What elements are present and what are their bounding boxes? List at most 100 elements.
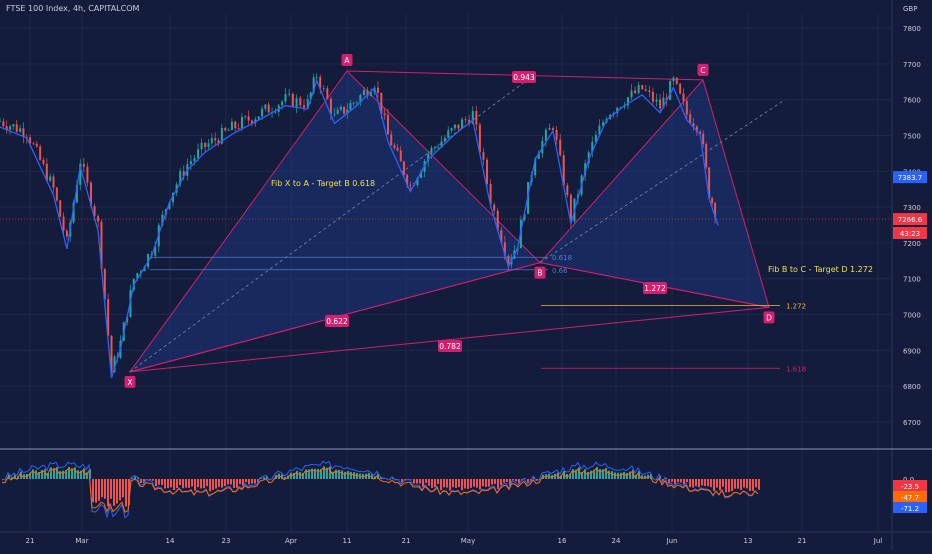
macd-histogram-bar [527, 479, 529, 483]
candle-body [190, 161, 192, 164]
macd-histogram-bar [173, 479, 175, 490]
macd-histogram-bar [752, 479, 754, 491]
macd-histogram-bar [92, 479, 94, 502]
annotation-1: Fib B to C - Target D 1.272 [768, 265, 873, 274]
annotation-0: Fib X to A - Target B 0.618 [271, 179, 375, 188]
candle-body [493, 205, 495, 211]
macd-histogram-bar [215, 479, 217, 489]
macd-histogram-bar [290, 473, 292, 479]
price-tick-11: 6700 [903, 419, 921, 427]
macd-histogram-bar [716, 479, 718, 487]
macd-histogram-bar [125, 479, 127, 506]
candle-body [457, 125, 459, 129]
macd-histogram-bar [158, 479, 160, 485]
macd-histogram-bar [32, 469, 34, 479]
macd-histogram-bar [428, 479, 430, 486]
macd-histogram-bar [680, 479, 682, 482]
macd-histogram-bar [755, 479, 757, 487]
candle-body [288, 94, 290, 95]
ratio-label-0-943: 0.943 [513, 73, 535, 82]
macd-histogram-bar [350, 472, 352, 479]
macd-histogram-bar [434, 479, 436, 487]
candle-body [340, 107, 342, 110]
macd-histogram-bar [461, 479, 463, 490]
macd-histogram-bar [608, 471, 610, 479]
macd-histogram-bar [443, 479, 445, 487]
candle-body [231, 122, 233, 130]
macd-histogram-bar [455, 479, 457, 488]
candle-body [248, 116, 250, 120]
candle-body [292, 94, 294, 107]
macd-histogram-bar [449, 479, 451, 491]
macd-histogram-bar [416, 479, 418, 484]
candle-body [264, 105, 266, 109]
macd-histogram-bar [731, 479, 733, 491]
macd-histogram-bar [104, 479, 106, 499]
macd-histogram-bar [698, 479, 700, 487]
point-label-A: A [344, 56, 350, 65]
candle-body [238, 128, 240, 129]
macd-histogram-bar [683, 479, 685, 484]
macd-histogram-bar [749, 479, 751, 491]
candle-body [349, 103, 351, 109]
price-tick-1: 7700 [903, 61, 921, 69]
macd-histogram-bar [467, 479, 469, 489]
candle-body [356, 102, 358, 103]
price-tick-0: 7800 [903, 25, 921, 33]
macd-histogram-bar [746, 479, 748, 488]
time-tick-11: 13 [744, 537, 753, 545]
macd-histogram-bar [437, 479, 439, 484]
macd-histogram-bar [458, 479, 460, 487]
candle-body [482, 152, 484, 159]
time-tick-13: Jul [873, 537, 883, 545]
candle-body [705, 144, 707, 167]
candle-body [682, 94, 684, 101]
macd-histogram-bar [116, 479, 118, 504]
time-tick-9: 24 [612, 537, 621, 545]
macd-histogram-bar [206, 479, 208, 486]
point-label-X: X [127, 378, 132, 387]
candle-body [656, 100, 658, 102]
macd-histogram-bar [512, 479, 514, 480]
macd-histogram-bar [497, 479, 499, 489]
macd-histogram-bar [239, 479, 241, 484]
macd-histogram-bar [200, 479, 202, 488]
macd-histogram-bar [464, 479, 466, 488]
time-tick-0: 21 [26, 537, 35, 545]
macd-histogram-bar [179, 479, 181, 485]
macd-histogram-bar [500, 479, 502, 485]
candle-body [234, 122, 236, 128]
candle-body [39, 146, 41, 159]
candle-body [326, 88, 328, 99]
candle-body [679, 84, 681, 94]
candle-body [641, 85, 643, 89]
candle-body [393, 145, 395, 148]
price-tick-3: 7500 [903, 132, 921, 140]
macd-histogram-bar [719, 479, 721, 490]
macd-histogram-bar [413, 479, 415, 483]
macd-histogram-bar [188, 479, 190, 488]
candle-body [2, 121, 4, 126]
macd-histogram-bar [77, 470, 79, 479]
candle-body [353, 103, 355, 104]
candle-body [42, 160, 44, 164]
macd-histogram-bar [707, 479, 709, 486]
candle-body [281, 102, 283, 106]
triangle-bcd [540, 80, 769, 307]
candle-body [431, 148, 433, 154]
macd-histogram-bar [674, 479, 676, 484]
fib-label-2: 1.272 [786, 303, 806, 311]
macd-histogram-bar [209, 479, 211, 491]
macd-histogram-bar [236, 479, 238, 488]
macd-histogram-bar [305, 469, 307, 479]
candle-body [211, 138, 213, 143]
candle-body [208, 143, 210, 147]
price-tick-8: 7000 [903, 312, 921, 320]
macd-histogram-bar [212, 479, 214, 490]
candle-body [711, 198, 713, 203]
macd-histogram-bar [107, 479, 109, 506]
candle-body [228, 130, 230, 131]
macd-histogram-bar [263, 477, 265, 479]
